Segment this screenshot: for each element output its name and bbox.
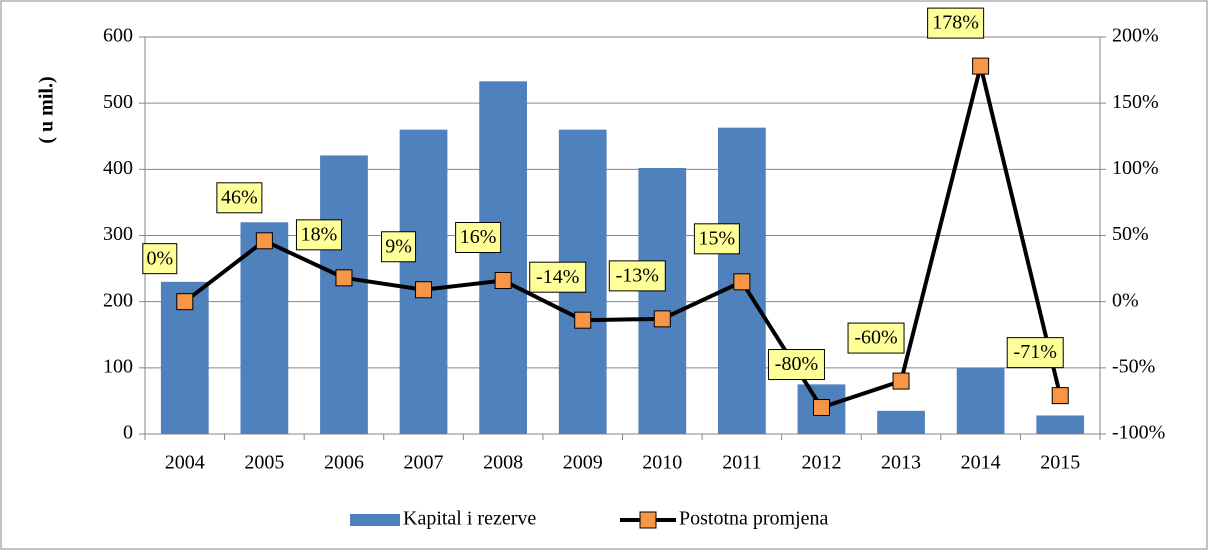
value-label-box: [693, 223, 740, 255]
y2-tick-label: -50%: [1112, 355, 1155, 377]
y-tick-label: 200: [103, 289, 133, 311]
marker: [653, 310, 671, 328]
value-label: -60%: [854, 327, 897, 349]
value-label-box: [142, 243, 178, 275]
value-label: -71%: [1014, 341, 1057, 363]
y-axis-label: ( u mil.): [36, 76, 58, 143]
value-label-box: [295, 219, 342, 251]
marker: [415, 281, 433, 299]
bar: [320, 155, 368, 434]
y-tick-label: 500: [103, 91, 133, 113]
x-tick-label: 2015: [1040, 452, 1080, 474]
legend-label: Kapital i rezerve: [403, 508, 536, 530]
marker: [812, 399, 830, 417]
value-label: 0%: [146, 247, 173, 269]
value-label-box: [1006, 337, 1064, 369]
x-tick-label: 2005: [244, 452, 284, 474]
marker: [892, 372, 910, 390]
value-label: 9%: [385, 235, 412, 257]
y2-tick-label: 0%: [1112, 289, 1139, 311]
y-tick-label: 0: [123, 422, 133, 444]
value-label: 15%: [699, 227, 736, 249]
marker: [574, 311, 592, 329]
bar: [877, 410, 925, 434]
x-tick-label: 2011: [722, 452, 761, 474]
y-tick-label: 600: [103, 25, 133, 47]
y2-tick-label: 100%: [1112, 157, 1159, 179]
value-label: 18%: [301, 223, 338, 245]
line: [183, 65, 1063, 410]
value-label-box: [455, 221, 502, 253]
bar: [240, 222, 289, 434]
value-label: -14%: [536, 266, 579, 288]
marker: [176, 293, 194, 311]
legend-marker: [639, 511, 657, 529]
bar: [1036, 415, 1085, 434]
y-tick-label: 100: [103, 355, 133, 377]
x-tick-label: 2013: [881, 452, 921, 474]
y-tick-label: 400: [103, 157, 133, 179]
value-label: 46%: [221, 186, 258, 208]
y2-tick-label: -100%: [1112, 422, 1165, 444]
marker: [255, 232, 273, 250]
marker: [1051, 387, 1069, 405]
marker: [335, 269, 353, 287]
x-tick-label: 2012: [801, 452, 841, 474]
x-tick-label: 2007: [404, 452, 444, 474]
marker: [972, 57, 990, 75]
value-label-box: [927, 7, 985, 39]
value-label: 16%: [460, 226, 497, 248]
bar: [638, 168, 687, 434]
legend-label: Postotna promjena: [679, 508, 829, 530]
x-tick-label: 2014: [961, 452, 1001, 474]
x-tick-label: 2006: [324, 452, 364, 474]
value-label-box: [767, 349, 825, 381]
value-label-box: [216, 182, 263, 214]
marker: [733, 273, 751, 291]
value-label-box: [529, 261, 587, 293]
value-label: 178%: [932, 12, 979, 34]
legend-swatch: [350, 514, 400, 526]
y2-tick-label: 200%: [1112, 25, 1159, 47]
x-tick-label: 2008: [483, 452, 523, 474]
value-label-box: [847, 322, 905, 354]
value-label-box: [381, 231, 417, 263]
value-label-box: [608, 260, 666, 292]
y-tick-label: 300: [103, 223, 133, 245]
x-tick-label: 2004: [165, 452, 205, 474]
bar: [479, 81, 527, 434]
marker: [494, 271, 512, 289]
y2-tick-label: 50%: [1112, 223, 1149, 245]
value-label: -80%: [775, 353, 818, 375]
x-tick-label: 2010: [642, 452, 682, 474]
value-label: -13%: [616, 264, 659, 286]
bar: [956, 367, 1005, 434]
y2-tick-label: 150%: [1112, 91, 1159, 113]
x-tick-label: 2009: [563, 452, 603, 474]
